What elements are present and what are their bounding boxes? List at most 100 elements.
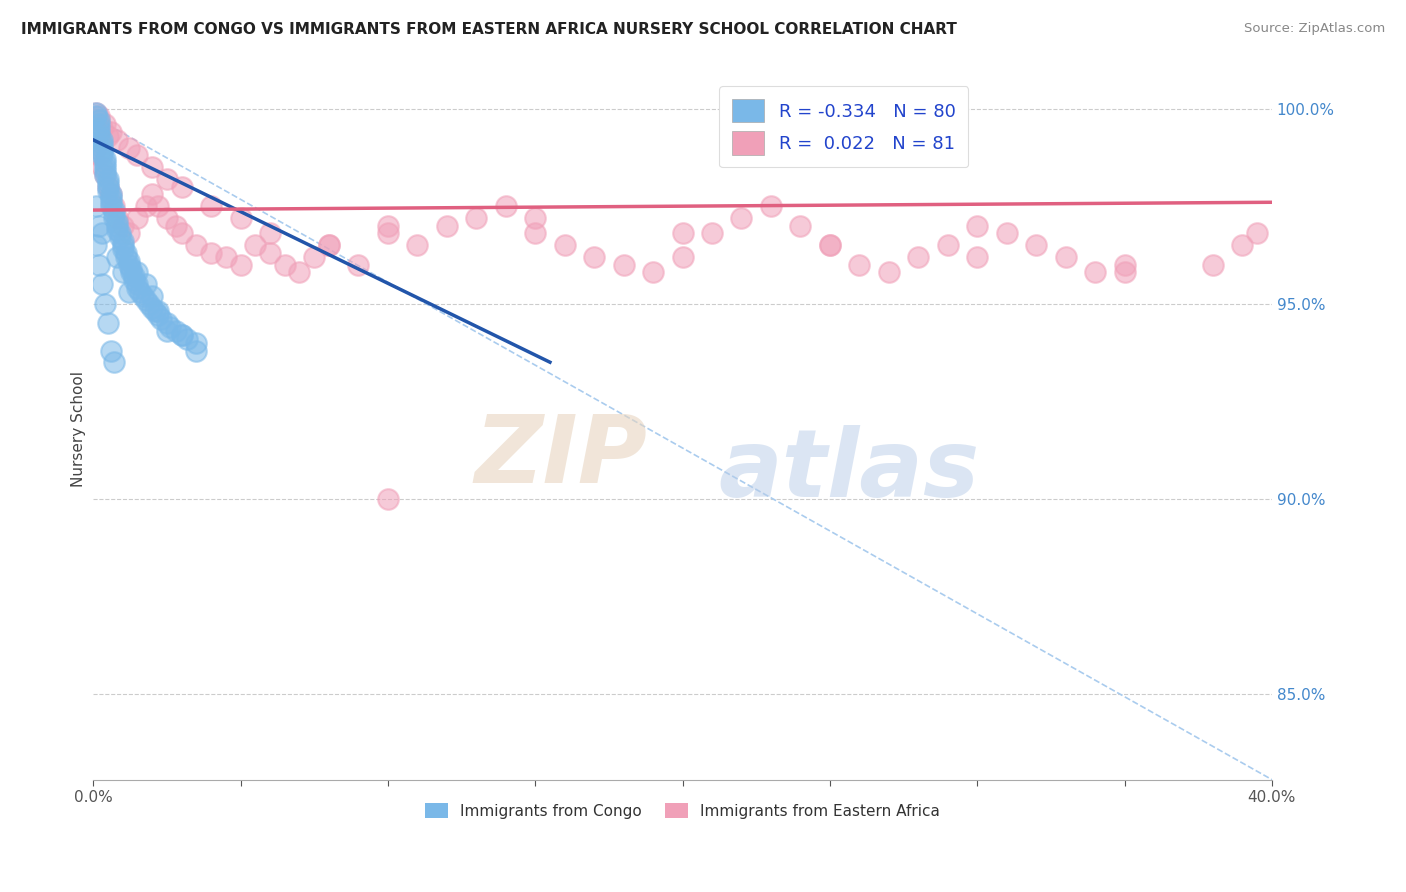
Point: [91, 133, 114, 147]
Point: [156, 316, 179, 330]
Point: [170, 179, 193, 194]
Point: [141, 301, 163, 315]
Point: [186, 238, 208, 252]
Point: [583, 250, 606, 264]
Point: [111, 265, 134, 279]
Point: [641, 265, 664, 279]
Point: [700, 227, 723, 241]
Point: [146, 304, 169, 318]
Point: [100, 343, 122, 358]
Point: [135, 293, 157, 307]
Point: [966, 250, 988, 264]
Point: [87, 128, 110, 143]
Point: [87, 117, 110, 131]
Point: [995, 227, 1018, 241]
Point: [97, 128, 120, 143]
Point: [613, 258, 636, 272]
Point: [105, 219, 128, 233]
Point: [146, 199, 169, 213]
Point: [156, 172, 179, 186]
Point: [84, 141, 107, 155]
Point: [377, 227, 399, 241]
Point: [318, 238, 340, 252]
Point: [111, 234, 134, 248]
Point: [117, 227, 139, 241]
Point: [318, 238, 340, 252]
Point: [132, 289, 155, 303]
Point: [105, 133, 128, 147]
Point: [848, 258, 870, 272]
Point: [105, 215, 128, 229]
Point: [1202, 258, 1225, 272]
Point: [176, 332, 198, 346]
Point: [94, 296, 117, 310]
Point: [111, 242, 134, 256]
Point: [156, 324, 179, 338]
Point: [1084, 265, 1107, 279]
Point: [103, 211, 125, 225]
Point: [87, 113, 110, 128]
Point: [127, 281, 149, 295]
Point: [91, 136, 114, 151]
Point: [94, 168, 117, 182]
Point: [87, 258, 110, 272]
Point: [495, 199, 517, 213]
Point: [877, 265, 900, 279]
Point: [100, 191, 122, 205]
Point: [159, 320, 181, 334]
Point: [165, 324, 187, 338]
Point: [91, 160, 114, 174]
Point: [100, 187, 122, 202]
Point: [91, 227, 114, 241]
Point: [121, 261, 143, 276]
Point: [149, 312, 172, 326]
Point: [100, 187, 122, 202]
Point: [105, 250, 128, 264]
Point: [671, 250, 693, 264]
Legend: Immigrants from Congo, Immigrants from Eastern Africa: Immigrants from Congo, Immigrants from E…: [419, 797, 946, 824]
Text: Source: ZipAtlas.com: Source: ZipAtlas.com: [1244, 22, 1385, 36]
Point: [1114, 258, 1136, 272]
Point: [554, 238, 576, 252]
Point: [97, 179, 120, 194]
Point: [103, 355, 125, 369]
Point: [87, 113, 110, 128]
Point: [170, 227, 193, 241]
Point: [91, 148, 114, 162]
Point: [229, 211, 252, 225]
Point: [730, 211, 752, 225]
Point: [229, 258, 252, 272]
Point: [165, 219, 187, 233]
Point: [127, 211, 149, 225]
Point: [108, 227, 131, 241]
Point: [135, 277, 157, 292]
Point: [259, 227, 281, 241]
Point: [87, 219, 110, 233]
Point: [143, 304, 166, 318]
Point: [91, 121, 114, 136]
Point: [87, 121, 110, 136]
Point: [84, 105, 107, 120]
Point: [146, 309, 169, 323]
Point: [436, 219, 458, 233]
Point: [1232, 238, 1254, 252]
Point: [141, 160, 163, 174]
Point: [124, 273, 146, 287]
Point: [141, 187, 163, 202]
Point: [105, 211, 128, 225]
Point: [97, 184, 120, 198]
Point: [117, 258, 139, 272]
Point: [103, 199, 125, 213]
Y-axis label: Nursery School: Nursery School: [72, 370, 86, 486]
Point: [94, 156, 117, 170]
Point: [87, 125, 110, 139]
Point: [111, 219, 134, 233]
Point: [91, 145, 114, 159]
Point: [84, 105, 107, 120]
Text: ZIP: ZIP: [474, 410, 647, 502]
Point: [103, 203, 125, 218]
Point: [1246, 227, 1268, 241]
Point: [100, 125, 122, 139]
Point: [114, 246, 136, 260]
Point: [377, 491, 399, 506]
